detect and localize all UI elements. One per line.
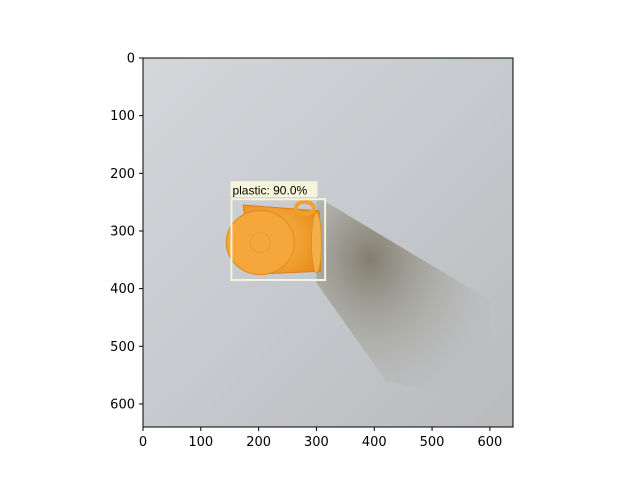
y-tick-label: 300 (110, 224, 135, 239)
y-tick-label: 200 (110, 167, 135, 182)
x-tick-label: 0 (139, 435, 147, 450)
cup-rim (310, 212, 322, 273)
x-tick-label: 200 (246, 435, 271, 450)
detection-label: plastic: 90.0% (232, 183, 307, 197)
x-tick-label: 400 (362, 435, 387, 450)
x-tick-label: 500 (420, 435, 445, 450)
cup-base (225, 209, 295, 276)
y-tick-label: 0 (127, 52, 135, 67)
detection-box (230, 198, 327, 281)
object-shadow (316, 196, 496, 404)
x-tick-label: 100 (188, 435, 213, 450)
cup-handle (293, 199, 316, 216)
y-tick-label: 600 (110, 397, 135, 412)
plastic-cup-object (225, 199, 322, 276)
image-axes: plastic: 90.0% 0 100 200 300 400 500 600 0 100 2… (110, 52, 514, 450)
detections-layer: plastic: 90.0% (230, 181, 327, 281)
x-tick-label: 600 (477, 435, 502, 450)
cup-base-inner (249, 232, 271, 253)
y-axis-ticks: 0 100 200 300 400 500 600 (110, 52, 143, 412)
x-tick-label: 300 (304, 435, 329, 450)
y-tick-label: 500 (110, 340, 135, 355)
axes-frame (142, 57, 514, 428)
x-axis-ticks: 0 100 200 300 400 500 600 (139, 427, 502, 450)
y-tick-label: 100 (110, 109, 135, 124)
y-tick-label: 400 (110, 282, 135, 297)
detection-label-bg (230, 181, 318, 198)
